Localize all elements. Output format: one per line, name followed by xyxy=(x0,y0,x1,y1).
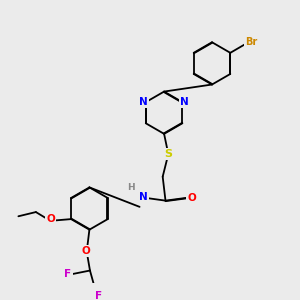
Text: S: S xyxy=(164,149,172,159)
Text: F: F xyxy=(64,269,72,279)
Text: N: N xyxy=(180,97,189,107)
Text: O: O xyxy=(81,246,90,256)
Text: F: F xyxy=(95,291,102,300)
Text: Br: Br xyxy=(245,38,257,47)
Text: N: N xyxy=(139,97,148,107)
Text: N: N xyxy=(140,192,148,202)
Text: H: H xyxy=(127,184,134,193)
Text: O: O xyxy=(187,193,196,203)
Text: O: O xyxy=(46,214,55,224)
